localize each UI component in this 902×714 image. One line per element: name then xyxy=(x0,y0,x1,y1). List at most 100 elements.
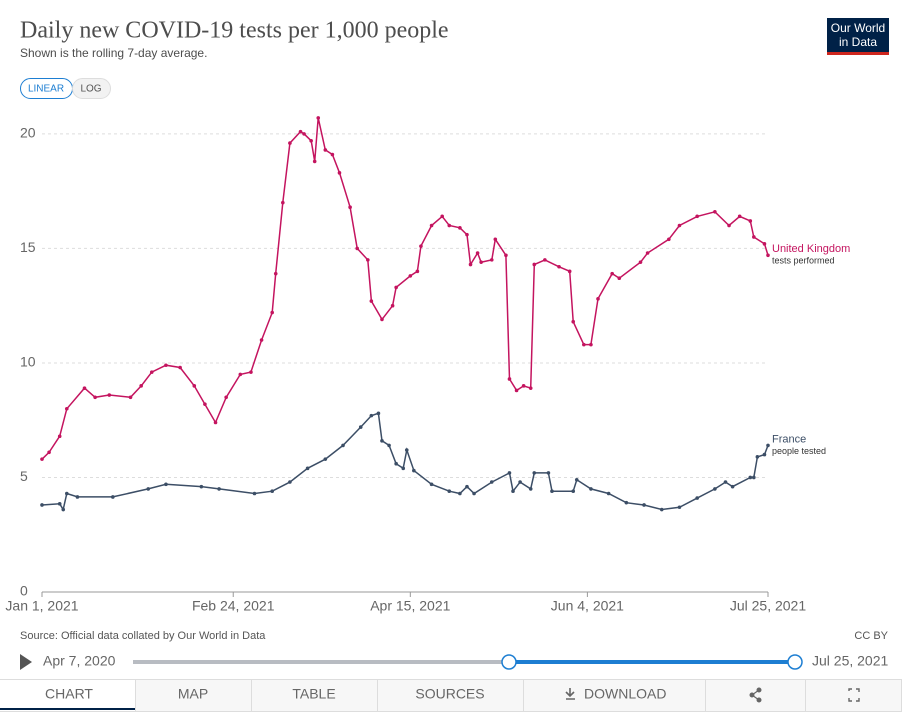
point xyxy=(667,237,671,242)
point xyxy=(139,384,143,388)
linear-label: LINEAR xyxy=(28,84,64,95)
point xyxy=(677,223,682,228)
timeline-handle[interactable] xyxy=(501,654,517,670)
point xyxy=(730,484,735,489)
point xyxy=(111,495,115,499)
tab-chart[interactable]: CHART xyxy=(45,686,93,702)
scale-toggle[interactable]: LINEAR LOG xyxy=(20,78,111,99)
timeline-start: Apr 7, 2020 xyxy=(43,653,116,669)
point xyxy=(369,413,374,418)
point xyxy=(217,487,221,491)
point xyxy=(493,237,498,242)
point xyxy=(447,223,452,228)
y-tick-label: 0 xyxy=(20,583,28,599)
point xyxy=(589,342,593,347)
point xyxy=(458,226,462,230)
tab-download[interactable]: DOWNLOAD xyxy=(584,686,666,702)
point xyxy=(192,384,197,388)
point xyxy=(57,502,62,506)
timeline[interactable]: Apr 7, 2020 Jul 25, 2021 xyxy=(20,653,888,670)
tab-sources[interactable]: SOURCES xyxy=(415,686,484,702)
point xyxy=(528,386,533,390)
timeline-handle[interactable] xyxy=(787,654,803,670)
x-tick-label: Jun 4, 2021 xyxy=(551,598,624,614)
tabs: CHART MAP TABLE SOURCES DOWNLOAD xyxy=(0,679,902,712)
point xyxy=(624,500,629,505)
point xyxy=(412,468,416,473)
point xyxy=(281,200,285,205)
y-tick-label: 15 xyxy=(20,239,36,255)
point xyxy=(543,258,547,262)
point xyxy=(762,452,767,457)
point xyxy=(475,251,480,255)
x-tick-label: Feb 24, 2021 xyxy=(192,598,275,614)
point xyxy=(762,242,767,246)
point xyxy=(380,317,384,322)
point xyxy=(337,171,342,175)
series-annotation: tests performed xyxy=(772,256,835,266)
point xyxy=(429,223,434,228)
point xyxy=(146,487,151,491)
point xyxy=(752,475,756,480)
fullscreen-button[interactable] xyxy=(848,688,860,702)
point xyxy=(93,395,97,400)
point xyxy=(748,219,753,223)
point xyxy=(404,448,409,452)
point xyxy=(40,457,44,461)
point xyxy=(341,443,345,448)
source: Source: Official data collated by Our Wo… xyxy=(20,630,266,642)
point xyxy=(518,480,522,484)
license: CC BY xyxy=(854,630,888,642)
tab-table[interactable]: TABLE xyxy=(292,686,335,702)
point xyxy=(252,491,257,496)
logo[interactable]: Our World in Data xyxy=(827,18,889,55)
point xyxy=(677,505,682,510)
tab-map[interactable]: MAP xyxy=(178,686,208,702)
point xyxy=(358,425,363,429)
point xyxy=(64,406,69,411)
log-button[interactable] xyxy=(72,78,111,99)
point xyxy=(507,377,512,381)
point xyxy=(468,262,473,267)
logo-box xyxy=(827,18,889,52)
point xyxy=(550,489,554,494)
point xyxy=(440,214,444,219)
point xyxy=(348,205,352,209)
point xyxy=(532,262,537,267)
point xyxy=(507,471,512,475)
point xyxy=(567,269,572,274)
point xyxy=(387,443,391,448)
point xyxy=(419,244,423,248)
x-tick-label: Jul 25, 2021 xyxy=(730,598,806,614)
point xyxy=(61,507,66,512)
point xyxy=(514,388,519,393)
y-tick-label: 20 xyxy=(20,125,36,141)
download-icon xyxy=(565,688,575,700)
point xyxy=(312,159,317,164)
point xyxy=(571,489,576,494)
log-label: LOG xyxy=(80,84,101,95)
point xyxy=(748,475,753,480)
tab-active[interactable] xyxy=(0,680,135,711)
point xyxy=(713,209,717,214)
share-button[interactable] xyxy=(749,687,762,703)
point xyxy=(288,141,292,145)
point xyxy=(355,246,359,251)
play-button[interactable] xyxy=(20,654,32,670)
x-tick-label: Apr 15, 2021 xyxy=(370,598,450,614)
point xyxy=(415,269,420,274)
point xyxy=(394,285,398,290)
point xyxy=(82,386,87,390)
point xyxy=(238,372,243,377)
point xyxy=(659,507,664,512)
point xyxy=(511,489,515,494)
timeline-end: Jul 25, 2021 xyxy=(812,653,888,669)
point xyxy=(766,443,770,448)
point xyxy=(305,466,310,471)
point xyxy=(249,370,253,374)
point xyxy=(203,402,207,406)
point xyxy=(557,264,561,269)
point xyxy=(380,439,384,443)
point xyxy=(376,411,381,416)
